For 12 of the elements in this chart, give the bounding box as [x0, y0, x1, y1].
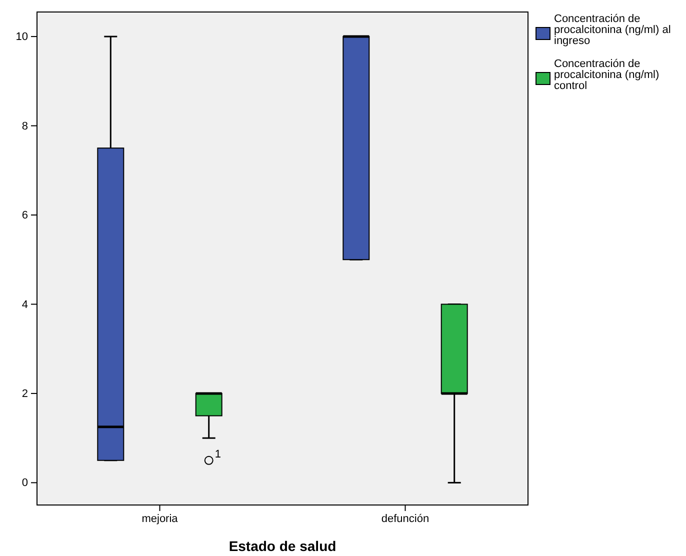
x-axis-title: Estado de salud: [228, 538, 336, 554]
y-tick-label: 0: [22, 477, 28, 490]
legend-label: Concentración de procalcitonina (ng/ml) control: [554, 58, 660, 92]
y-tick-label: 2: [22, 388, 28, 400]
y-tick-label: 10: [16, 31, 28, 44]
y-tick-label: 4: [22, 298, 28, 311]
y-tick-label: 8: [22, 120, 28, 132]
x-tick-label: mejoria: [142, 512, 179, 525]
y-tick-label: 6: [22, 210, 28, 222]
legend-label: Concentración de procalcitonina (ng/ml) al ingreso: [554, 13, 671, 47]
x-tick-label: defunción: [381, 512, 430, 525]
annotation: 1: [214, 448, 221, 460]
